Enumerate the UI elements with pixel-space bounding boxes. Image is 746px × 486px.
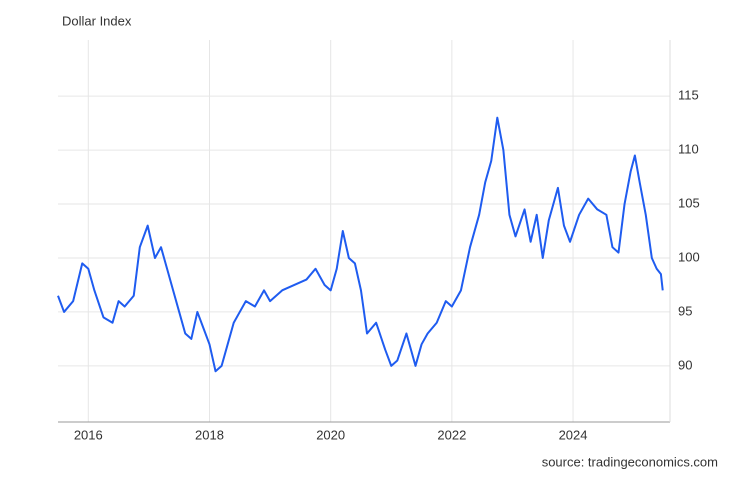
y-tick-label: 90 — [678, 357, 692, 372]
chart-title: Dollar Index — [62, 13, 132, 28]
source: source: tradingeconomics.com — [542, 454, 718, 469]
x-tick-label: 2024 — [559, 427, 588, 442]
x-tick-label: 2018 — [195, 427, 224, 442]
y-tick-label: 100 — [678, 249, 700, 264]
y-tick-label: 115 — [678, 88, 699, 103]
x-tick-label: 2020 — [316, 427, 345, 442]
x-tick-label: 2016 — [74, 427, 103, 442]
y-tick-label: 95 — [678, 303, 692, 318]
y-tick-label: 105 — [678, 195, 700, 210]
x-tick-label: 2022 — [437, 427, 466, 442]
data-line — [57, 116, 664, 373]
y-tick-label: 110 — [678, 142, 699, 157]
